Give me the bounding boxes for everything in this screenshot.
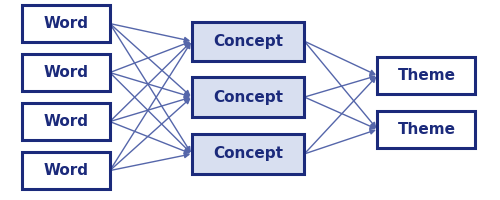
- Bar: [22, 152, 110, 189]
- FancyArrowPatch shape: [306, 78, 376, 153]
- FancyArrowPatch shape: [111, 43, 190, 121]
- FancyArrowPatch shape: [306, 75, 374, 97]
- Text: Theme: Theme: [398, 122, 456, 137]
- Text: Word: Word: [44, 163, 88, 178]
- FancyArrowPatch shape: [111, 97, 189, 121]
- FancyArrowPatch shape: [306, 42, 376, 127]
- Text: Concept: Concept: [213, 34, 283, 49]
- FancyArrowPatch shape: [110, 25, 190, 151]
- Bar: [22, 103, 110, 140]
- FancyArrowPatch shape: [111, 73, 189, 97]
- Bar: [192, 134, 304, 174]
- Bar: [22, 54, 110, 91]
- FancyArrowPatch shape: [111, 122, 189, 153]
- FancyArrowPatch shape: [111, 24, 189, 42]
- Text: Concept: Concept: [213, 146, 283, 161]
- FancyArrowPatch shape: [111, 74, 190, 152]
- Text: Word: Word: [44, 16, 88, 31]
- Bar: [378, 111, 476, 148]
- FancyArrowPatch shape: [111, 153, 189, 170]
- FancyArrowPatch shape: [306, 130, 374, 153]
- FancyArrowPatch shape: [110, 44, 190, 169]
- FancyArrowPatch shape: [111, 99, 190, 170]
- FancyArrowPatch shape: [306, 42, 374, 74]
- Bar: [378, 57, 476, 94]
- Text: Word: Word: [44, 65, 88, 80]
- FancyArrowPatch shape: [111, 42, 189, 72]
- Bar: [22, 5, 110, 42]
- Text: Theme: Theme: [398, 68, 456, 83]
- FancyArrowPatch shape: [111, 24, 190, 95]
- Text: Concept: Concept: [213, 90, 283, 105]
- Bar: [192, 22, 304, 61]
- Bar: [192, 77, 304, 117]
- FancyArrowPatch shape: [306, 98, 374, 128]
- Text: Word: Word: [44, 114, 88, 129]
